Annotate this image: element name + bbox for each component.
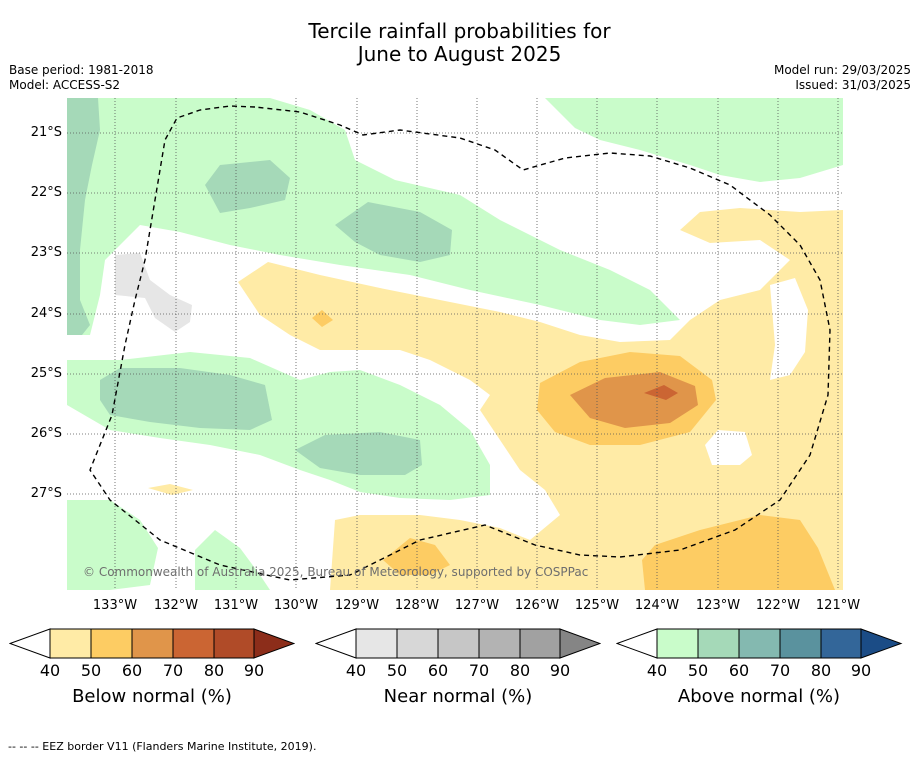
colorbar-tick: 50 [687, 661, 709, 680]
lon-label: 125°W [574, 598, 620, 613]
colorbar-extend-low [315, 628, 357, 659]
colorbar-tick: 90 [243, 661, 265, 680]
colorbar-tick: 70 [468, 661, 490, 680]
above-normal-region [205, 160, 290, 213]
legend-title: Above normal (%) [677, 686, 841, 707]
legend-title: Below normal (%) [72, 686, 232, 707]
colorbar-extend-low [9, 628, 51, 659]
no-signal-region [770, 278, 808, 380]
above-normal-region [67, 500, 158, 590]
lon-label: 128°W [394, 598, 440, 613]
lon-label: 129°W [334, 598, 380, 613]
above-normal-region [335, 202, 452, 262]
meta-left: Base period: 1981-2018 Model: ACCESS-S2 [9, 63, 154, 93]
colorbar-tick: 90 [850, 661, 872, 680]
colorbar-tick: 80 [509, 661, 531, 680]
above-normal-region [100, 368, 272, 430]
colorbar-above-normal [616, 628, 903, 659]
above-normal-region [545, 98, 843, 182]
colorbar-extend-low [616, 628, 658, 659]
map-title-line1: Tercile rainfall probabilities for [308, 19, 611, 43]
colorbar-swatch [779, 628, 822, 659]
below-normal-region [383, 538, 450, 575]
lat-label: 23°S [30, 245, 62, 260]
colorbar-swatch [820, 628, 862, 659]
colorbar-tick: 60 [427, 661, 449, 680]
colorbar-swatch [131, 628, 174, 659]
issued-date: Issued: 31/03/2025 [795, 78, 911, 92]
near-normal-region [115, 253, 192, 332]
lon-label: 127°W [454, 598, 500, 613]
meta-right: Model run: 29/03/2025 Issued: 31/03/2025 [774, 63, 911, 93]
lat-label: 26°S [30, 426, 62, 441]
lon-label: 133°W [92, 598, 138, 613]
colorbar-tick: 50 [386, 661, 408, 680]
no-signal-region [705, 430, 752, 465]
colorbar-extend-high [253, 628, 295, 659]
below-normal-region [148, 484, 193, 495]
legend-title: Near normal (%) [383, 686, 533, 707]
colorbar-tick: 80 [203, 661, 225, 680]
colorbar-swatch [437, 628, 480, 659]
copyright-notice: © Commonwealth of Australia 2025, Bureau… [83, 565, 589, 579]
colorbar-tick: 80 [810, 661, 832, 680]
colorbar-tick: 40 [345, 661, 367, 680]
colorbar-swatch [656, 628, 699, 659]
above-normal-region [295, 432, 422, 475]
below-normal-region [642, 515, 835, 590]
colorbar-tick: 70 [769, 661, 791, 680]
colorbar-swatch [49, 628, 92, 659]
probability-map [67, 98, 843, 590]
colorbar-swatch [396, 628, 439, 659]
colorbar-swatch [213, 628, 255, 659]
map-title-line2: June to August 2025 [357, 42, 562, 66]
colorbar-tick: 90 [549, 661, 571, 680]
colorbar-swatch [172, 628, 215, 659]
colorbar-tick: 60 [728, 661, 750, 680]
colorbar-swatch [355, 628, 398, 659]
colorbar-swatch [738, 628, 781, 659]
lon-label: 126°W [514, 598, 560, 613]
below-normal-region [312, 310, 333, 327]
colorbar-near-normal [315, 628, 601, 659]
colorbar-tick: 50 [80, 661, 102, 680]
lat-label: 24°S [30, 306, 62, 321]
colorbar-swatch [697, 628, 740, 659]
model-name: Model: ACCESS-S2 [9, 78, 121, 92]
below-normal-region [644, 385, 678, 400]
colorbar-extend-high [559, 628, 601, 659]
colorbar-tick: 40 [39, 661, 61, 680]
lat-label: 22°S [30, 185, 62, 200]
colorbar-swatch [478, 628, 521, 659]
model-run: Model run: 29/03/2025 [773, 63, 911, 77]
colorbar-swatch [519, 628, 561, 659]
lat-label: 27°S [30, 486, 62, 501]
probability-fields [67, 98, 843, 590]
lat-label: 21°S [30, 125, 62, 140]
lon-label: 132°W [153, 598, 199, 613]
above-normal-region [195, 530, 270, 590]
lon-label: 123°W [695, 598, 741, 613]
base-period: Base period: 1981-2018 [9, 63, 154, 77]
lon-label: 124°W [634, 598, 680, 613]
lat-label: 25°S [30, 366, 62, 381]
lon-label: 130°W [273, 598, 319, 613]
above-normal-region [67, 98, 100, 335]
colorbar-tick: 70 [162, 661, 184, 680]
colorbar-below-normal [9, 628, 295, 659]
below-normal-region [570, 372, 698, 428]
colorbar-extend-high [860, 628, 903, 659]
colorbar-tick: 60 [121, 661, 143, 680]
eez-border-note: -- -- -- EEZ border V11 (Flanders Marine… [8, 740, 317, 753]
colorbar-tick: 40 [646, 661, 668, 680]
colorbar-swatch [90, 628, 133, 659]
lon-label: 121°W [815, 598, 861, 613]
lon-label: 131°W [213, 598, 259, 613]
lon-label: 122°W [755, 598, 801, 613]
